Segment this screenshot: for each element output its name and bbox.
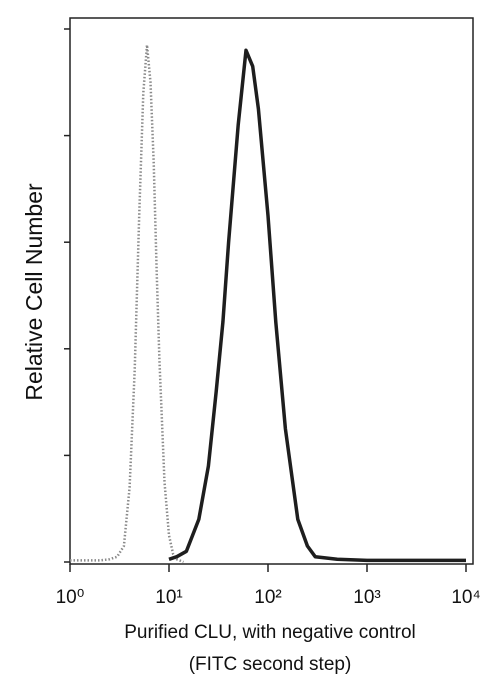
x-tick-label: 10⁰ [56,587,85,608]
x-axis-title: (FITC second step) [189,654,352,675]
x-tick-label: 10¹ [155,587,182,608]
y-axis-title: Relative Cell Number [21,183,47,401]
histogram-line [168,48,466,563]
histogram-line [70,43,184,564]
x-tick-label: 10² [254,587,281,608]
x-tick-label: 10³ [353,587,380,608]
x-axis-title: Purified CLU, with negative control [124,622,415,643]
plot-frame [69,17,474,565]
x-tick-label: 10⁴ [451,587,480,608]
